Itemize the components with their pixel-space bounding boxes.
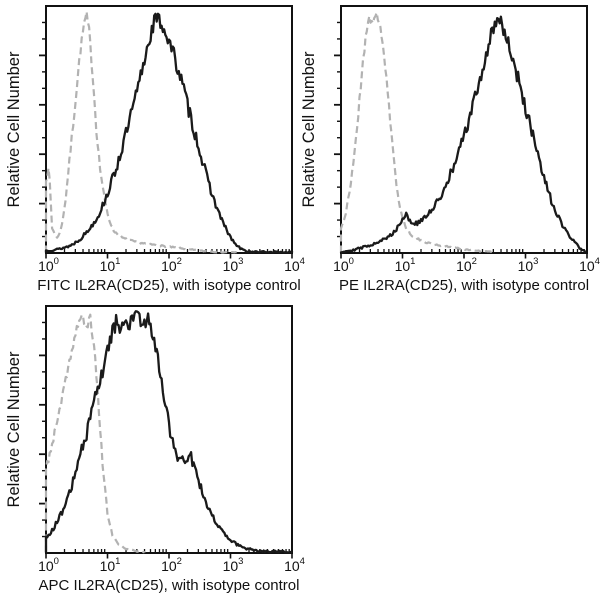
x-tick-label: 100	[38, 556, 59, 574]
histogram-figure-pe: 100 101 102 103 104 Relative Cell Number PE …	[295, 0, 600, 300]
apc-plot-generated: 100 101 102 103 104	[38, 305, 305, 574]
histogram-figure-apc: 100 101 102 103 104 Relative Cell Number APC…	[0, 300, 305, 600]
pe-plot-generated: 100 101 102 103 104	[333, 5, 600, 274]
x-tick-label: 102	[456, 256, 477, 274]
isotype-control-curve	[44, 313, 146, 554]
x-tick-label: 101	[100, 556, 121, 574]
stain-curve	[339, 15, 587, 254]
isotype-control-curve	[44, 10, 238, 254]
x-tick-label: 101	[395, 256, 416, 274]
x-tick-label: 100	[333, 256, 354, 274]
x-tick-label: 101	[100, 256, 121, 274]
fitc-flow-histogram: 100 101 102 103 104 Relative Cell Number FIT…	[5, 5, 305, 294]
x-tick-label: 100	[38, 256, 59, 274]
isotype-control-curve	[339, 11, 496, 254]
apc-flow-histogram: 100 101 102 103 104 Relative Cell Number APC…	[5, 305, 305, 594]
y-axis-label: Relative Cell Number	[300, 51, 318, 207]
x-tick-label: 102	[161, 556, 182, 574]
x-axis-title-fitc: FITC IL2RA(CD25), with isotype control	[37, 277, 300, 294]
stain-curve	[44, 12, 294, 254]
x-tick-label: 103	[223, 556, 244, 574]
y-axis-label: Relative Cell Number	[5, 351, 23, 507]
x-tick-label: 104	[284, 256, 305, 274]
histogram-figure-fitc: 100 101 102 103 104 Relative Cell Number FIT…	[0, 0, 305, 300]
x-tick-label: 103	[518, 256, 539, 274]
x-axis-title-apc: APC IL2RA(CD25), with isotype control	[39, 577, 300, 594]
y-axis-label: Relative Cell Number	[5, 51, 23, 207]
fitc-plot-generated: 100 101 102 103 104	[38, 5, 305, 274]
x-tick-label: 102	[161, 256, 182, 274]
x-tick-label: 104	[579, 256, 600, 274]
x-tick-label: 104	[284, 556, 305, 574]
x-tick-label: 103	[223, 256, 244, 274]
stain-curve	[44, 310, 293, 554]
x-axis-title-pe: PE IL2RA(CD25), with isotype control	[339, 277, 589, 294]
pe-flow-histogram: 100 101 102 103 104 Relative Cell Number PE …	[300, 5, 600, 294]
